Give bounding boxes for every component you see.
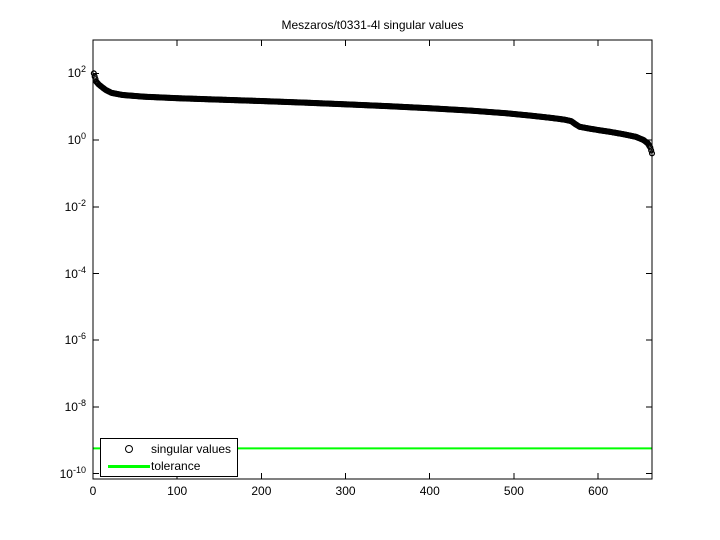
legend-label-singular-values: singular values xyxy=(151,441,232,456)
axes-box xyxy=(92,39,653,480)
x-tick-label: 600 xyxy=(588,484,609,498)
tolerance-line-sample-icon xyxy=(108,464,150,468)
legend-swatch xyxy=(107,444,151,453)
legend-swatch xyxy=(107,464,151,468)
y-tick-label: 10-8 xyxy=(64,397,86,414)
legend-item-singular-values: singular values xyxy=(101,441,237,457)
x-tick-label: 400 xyxy=(419,484,440,498)
y-tick-label: 10-10 xyxy=(59,464,86,481)
x-tick-label: 300 xyxy=(335,484,356,498)
tick-marks xyxy=(92,40,652,479)
plot-title: Meszaros/t0331-4l singular values xyxy=(281,18,464,32)
open-circle-marker-icon xyxy=(125,444,133,453)
y-tick-label: 100 xyxy=(67,131,86,148)
x-tick-label: 0 xyxy=(89,484,97,498)
singular-values-series xyxy=(90,70,656,157)
y-tick-label: 10-6 xyxy=(64,331,86,348)
y-tick-label: 10-4 xyxy=(64,264,86,281)
legend-label-tolerance: tolerance xyxy=(151,459,201,474)
legend: singular values tolerance xyxy=(100,438,238,477)
legend-item-tolerance: tolerance xyxy=(101,458,237,474)
x-tick-label: 100 xyxy=(167,484,188,498)
x-tick-label: 500 xyxy=(503,484,524,498)
x-tick-label: 200 xyxy=(251,484,272,498)
y-tick-label: 102 xyxy=(67,64,86,81)
y-tick-label: 10-2 xyxy=(64,197,86,214)
